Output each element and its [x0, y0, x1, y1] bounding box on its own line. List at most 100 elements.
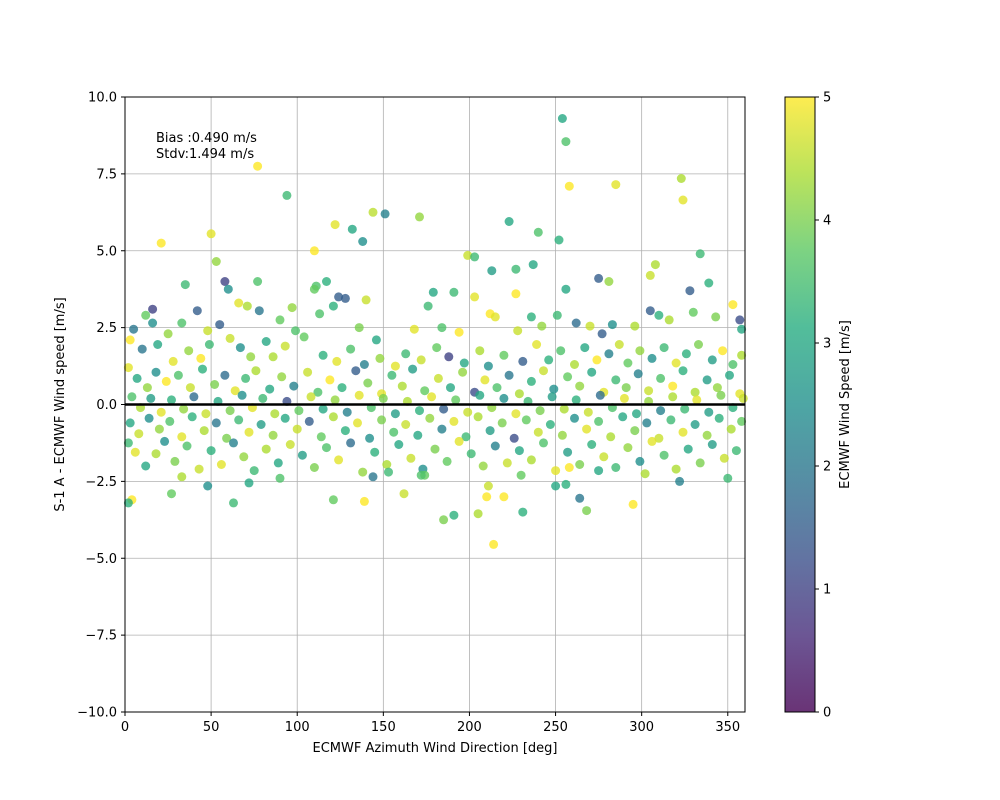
scatter-point [582, 506, 592, 516]
scatter-point [712, 383, 722, 393]
scatter-point [427, 392, 437, 402]
scatter-point [291, 326, 300, 336]
scatter-point [206, 446, 216, 456]
scatter-point [492, 383, 502, 393]
scatter-point [297, 450, 307, 460]
scatter-point [461, 432, 471, 442]
scatter-point [289, 381, 299, 391]
scatter-point [483, 481, 493, 491]
scatter-point [666, 415, 676, 425]
scatter-point [389, 427, 399, 437]
scatter-point [583, 407, 593, 417]
scatter-point [216, 460, 226, 469]
scatter-point [370, 447, 380, 457]
scatter-point [575, 381, 585, 391]
scatter-point [316, 432, 326, 442]
scatter-point [711, 312, 721, 322]
scatter-point [154, 424, 164, 434]
scatter-point [292, 424, 302, 434]
scatter-point [533, 427, 543, 437]
scatter-point [322, 443, 331, 453]
scatter-point [423, 301, 433, 311]
scatter-point [144, 413, 154, 423]
scatter-point [633, 369, 643, 379]
scatter-point [671, 358, 681, 368]
scatter-point [390, 409, 400, 419]
scatter-point [268, 430, 278, 440]
scatter-point [444, 352, 454, 362]
scatter-point [547, 392, 557, 402]
y-tick-label: 0.0 [96, 398, 117, 413]
scatter-point [334, 292, 344, 302]
scatter-point [359, 360, 369, 369]
scatter-point [647, 436, 657, 446]
scatter-point [433, 373, 443, 383]
scatter-point [361, 295, 371, 305]
scatter-point [415, 212, 424, 222]
scatter-point [606, 432, 616, 442]
y-tick-label: −7.5 [85, 629, 117, 644]
scatter-point [268, 352, 278, 362]
scatter-point [618, 412, 628, 422]
scatter-point [537, 321, 547, 331]
scatter-point [509, 433, 519, 443]
scatter-point [123, 363, 133, 373]
scatter-point [265, 384, 275, 394]
scatter-point [351, 366, 361, 376]
scatter-point [535, 406, 545, 416]
scatter-point [645, 270, 655, 280]
scatter-point [718, 346, 728, 356]
scatter-point [556, 346, 566, 356]
scatter-point [242, 301, 252, 311]
scatter-point [526, 455, 536, 465]
scatter-point [151, 449, 161, 459]
scatter-point [211, 257, 221, 266]
scatter-point [253, 161, 263, 171]
scatter-point [215, 320, 225, 330]
scatter-point [328, 301, 338, 311]
scatter-point [204, 340, 214, 349]
scatter-point [368, 207, 378, 217]
scatter-point [239, 452, 249, 462]
scatter-point [303, 367, 313, 377]
y-tick-label: −5.0 [85, 552, 117, 567]
scatter-point [261, 337, 271, 346]
scatter-point [719, 453, 729, 463]
scatter-point [198, 364, 207, 374]
scatter-point [328, 412, 338, 422]
scatter-point [470, 252, 480, 262]
scatter-point [671, 464, 681, 474]
scatter-point [513, 326, 523, 336]
scatter-point [549, 384, 559, 394]
scatter-point [409, 324, 419, 334]
scatter-point [521, 415, 531, 425]
scatter-point [611, 180, 621, 190]
scatter-point [165, 416, 175, 426]
scatter-point [475, 390, 485, 400]
scatter-point [449, 510, 459, 520]
scatter-point [342, 407, 352, 417]
scatter-point [704, 407, 714, 417]
scatter-point [594, 416, 604, 426]
scatter-point [439, 404, 449, 414]
scatter-point [222, 433, 232, 443]
scatter-point [442, 456, 452, 466]
y-axis: −10.0 −7.5 −5.0 −2.5 0.0 2.5 5.0 7.5 10.0 [77, 91, 125, 721]
scatter-point [557, 114, 567, 123]
scatter-point [563, 372, 573, 382]
scatter-point [437, 323, 447, 333]
colorbar-tick-label: 1 [823, 583, 831, 598]
scatter-point [451, 395, 461, 405]
scatter-point [334, 455, 344, 465]
scatter-point [695, 249, 705, 259]
colorbar-label: ECMWF Wind Speed [m/s] [838, 320, 853, 489]
scatter-point [270, 409, 280, 419]
x-tick-label: 200 [457, 720, 482, 735]
scatter-point [437, 424, 447, 434]
scatter-point [244, 427, 254, 437]
scatter-point [199, 426, 209, 436]
scatter-point [692, 395, 702, 405]
scatter-point [235, 343, 245, 353]
scatter-point [277, 372, 287, 382]
scatter-point [246, 352, 256, 362]
